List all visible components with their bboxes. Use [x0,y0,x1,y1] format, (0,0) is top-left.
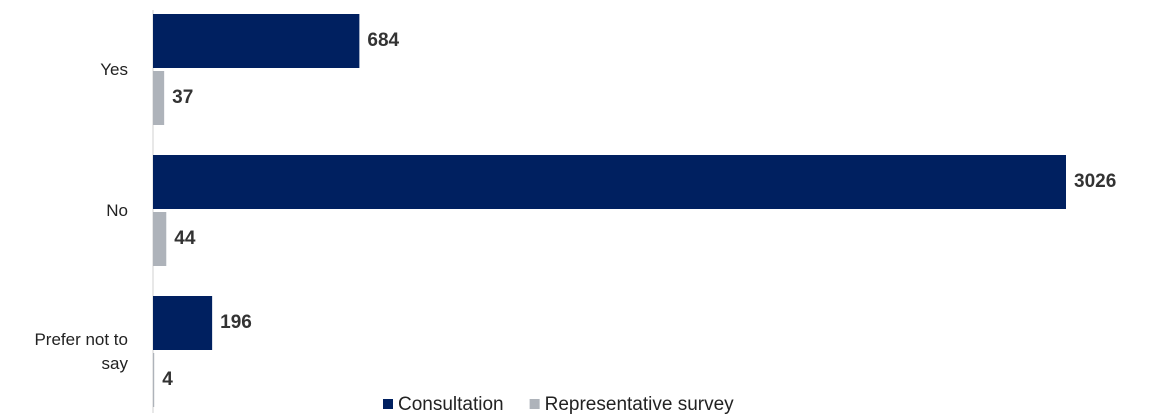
category-label: Prefer not to say [34,329,128,373]
legend-swatch [383,399,393,409]
category-label: No [106,200,128,220]
data-label: 44 [174,228,196,249]
data-label: 196 [220,312,252,333]
legend-label: Representative survey [545,394,735,415]
bar [153,155,1066,209]
bar [153,296,213,350]
legend-swatch [529,399,540,409]
data-label: 684 [367,30,399,51]
category-label: Yes [100,59,128,79]
data-label: 3026 [1074,171,1116,192]
bar [153,212,167,266]
bar [153,71,165,125]
data-label: 4 [162,369,173,390]
data-label: 37 [172,87,193,108]
legend-label: Consultation [398,394,504,415]
bar [153,353,155,407]
bar [153,14,360,68]
